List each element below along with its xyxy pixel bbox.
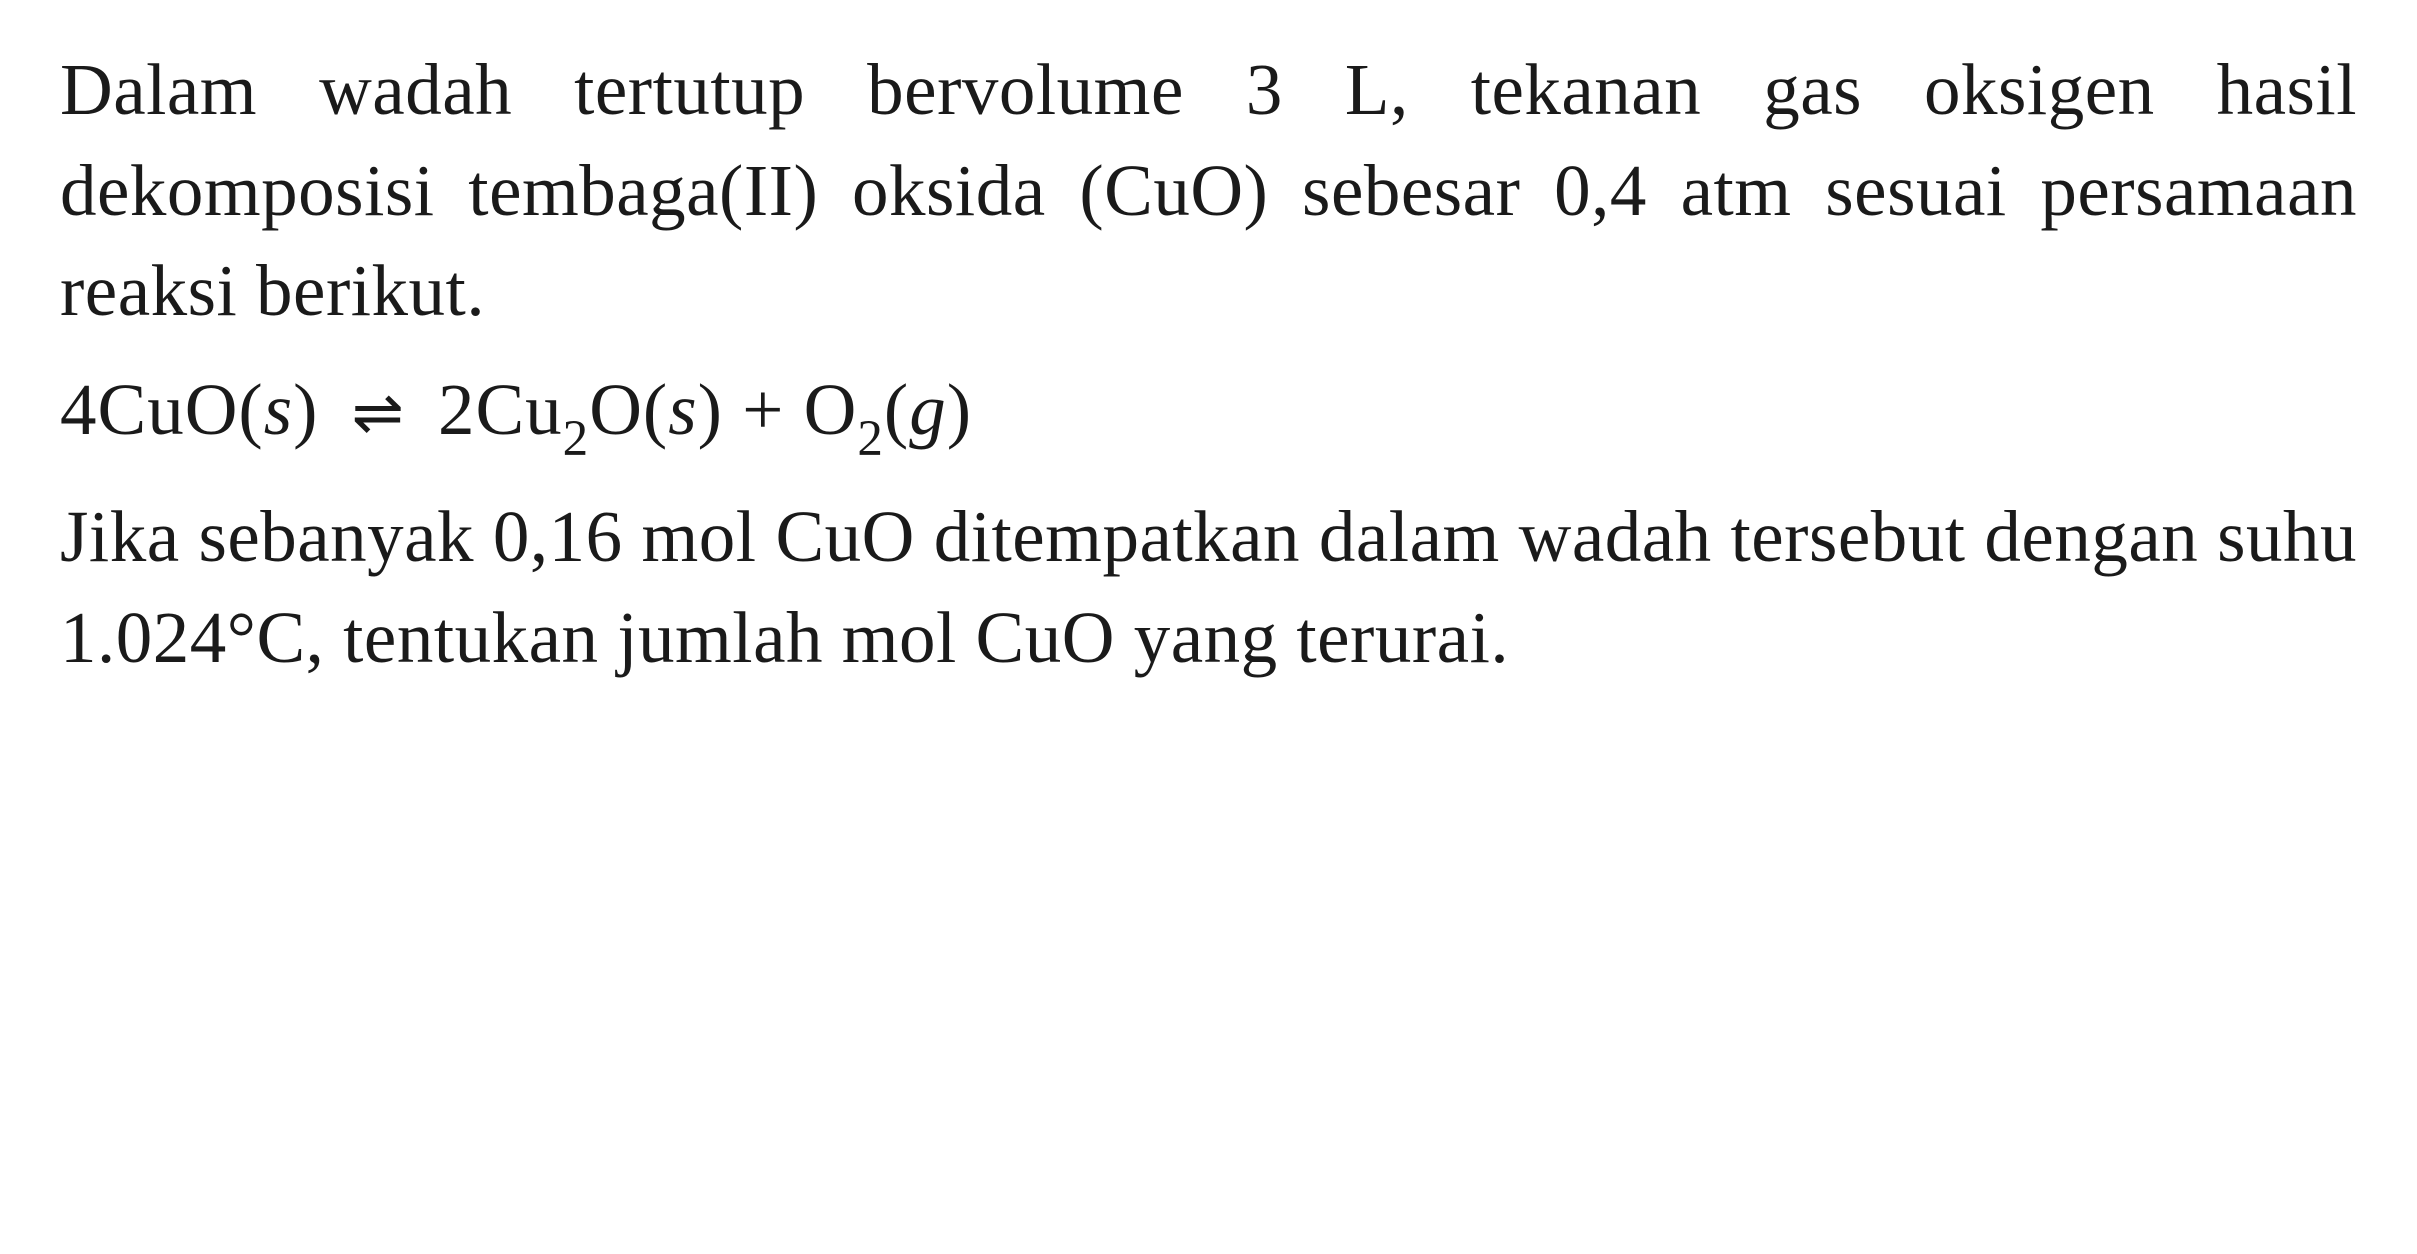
chemical-equation: 4CuO(s) ⇌ 2Cu2O(s) + O2(g) <box>60 360 2357 469</box>
eq-product1-coef: 2Cu <box>438 369 563 450</box>
eq-state-s2: s <box>668 369 697 450</box>
eq-product1-mid: O( <box>589 369 668 450</box>
para1-text: Dalam wadah tertutup bervolume 3 L, teka… <box>60 49 2357 331</box>
para2-text: Jika sebanyak 0,16 mol CuO ditempatkan d… <box>60 496 2357 678</box>
paragraph-1: Dalam wadah tertutup bervolume 3 L, teka… <box>60 40 2357 342</box>
problem-text: Dalam wadah tertutup bervolume 3 L, teka… <box>60 40 2357 689</box>
eq-state-g: g <box>909 369 947 450</box>
eq-open3: ( <box>884 369 909 450</box>
equilibrium-arrow-icon: ⇌ <box>352 372 405 458</box>
eq-close3: ) <box>947 369 972 450</box>
eq-close1: ) <box>293 369 318 450</box>
paragraph-2: Jika sebanyak 0,16 mol CuO ditempatkan d… <box>60 487 2357 688</box>
eq-reactant: 4CuO( <box>60 369 264 450</box>
eq-sub-2b: 2 <box>857 410 884 467</box>
eq-sub-2a: 2 <box>563 410 590 467</box>
eq-product1-close: ) + O <box>698 369 858 450</box>
eq-state-s1: s <box>264 369 293 450</box>
